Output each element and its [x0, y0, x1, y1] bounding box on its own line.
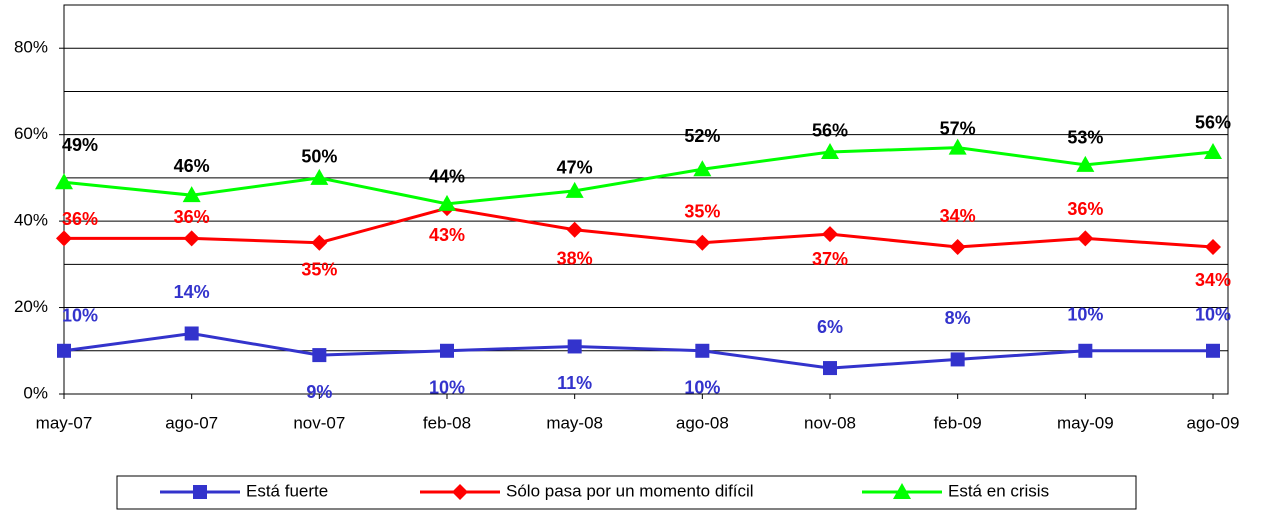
marker [55, 173, 73, 190]
x-tick-label: may-09 [1057, 413, 1114, 432]
x-tick-label: may-08 [546, 413, 603, 432]
marker [452, 484, 468, 500]
data-label: 10% [1067, 305, 1103, 325]
data-label: 43% [429, 225, 465, 245]
marker [183, 230, 200, 247]
marker [57, 343, 71, 358]
marker [950, 352, 965, 367]
marker [948, 138, 967, 155]
data-label: 8% [945, 308, 971, 328]
legend-label: Está fuerte [246, 481, 328, 500]
marker [184, 326, 199, 341]
marker [56, 230, 72, 247]
y-tick-label: 60% [14, 124, 48, 143]
marker [310, 168, 329, 185]
data-label: 10% [429, 378, 465, 398]
y-tick-label: 20% [14, 297, 48, 316]
data-label: 53% [1067, 128, 1103, 148]
data-label: 35% [684, 201, 720, 221]
data-label: 34% [940, 206, 976, 226]
x-tick-label: ago-07 [165, 413, 218, 432]
data-label: 57% [940, 118, 976, 138]
x-tick-label: ago-08 [676, 413, 729, 432]
data-label: 56% [812, 121, 848, 141]
marker [566, 221, 583, 238]
marker [949, 239, 966, 256]
data-label: 10% [684, 378, 720, 398]
marker [1077, 230, 1094, 247]
plot-frame [63, 4, 1229, 395]
data-label: 52% [684, 126, 720, 146]
x-tick-label: feb-09 [934, 413, 982, 432]
series: 36% 36% 35% 43% 38% 35% 37% 34% 36% 34% [56, 199, 1231, 290]
marker [567, 339, 582, 354]
data-label: 6% [817, 317, 843, 337]
marker [693, 160, 712, 177]
data-label: 56% [1195, 113, 1231, 133]
marker [694, 234, 711, 251]
data-label: 36% [1067, 199, 1103, 219]
marker [438, 194, 456, 211]
data-label: 38% [557, 249, 593, 269]
marker [821, 142, 839, 159]
y-tick-label: 80% [14, 38, 48, 57]
x-tick-label: nov-07 [293, 413, 345, 432]
data-label: 47% [557, 158, 593, 178]
legend-label: Sólo pasa por un momento difícil [506, 481, 754, 500]
series-line [63, 331, 1213, 370]
legend-box [116, 475, 1137, 510]
series-line [64, 206, 1214, 249]
marker [311, 234, 328, 251]
series: 10% 14% 9% 10% 11% 10% 6% 8% 10% 10% [57, 282, 1231, 402]
marker [312, 348, 327, 363]
marker [893, 483, 911, 499]
series-line [63, 146, 1214, 206]
series: 49% 46% 50% 44% 47% 52% 56% 57% 53% 56% [55, 113, 1231, 211]
x-tick-label: may-07 [36, 413, 93, 432]
marker [1206, 343, 1220, 358]
data-label: 11% [557, 373, 592, 393]
data-label: 14% [174, 282, 210, 302]
marker [1205, 239, 1221, 256]
data-label: 10% [1195, 305, 1231, 325]
legend-label: Está en crisis [948, 481, 1049, 500]
data-label: 10% [62, 306, 98, 326]
y-tick-label: 0% [23, 383, 48, 402]
data-label: 37% [812, 249, 848, 269]
data-label: 34% [1195, 270, 1231, 290]
marker [440, 343, 454, 358]
data-label: 36% [174, 207, 210, 227]
x-tick-label: ago-09 [1187, 413, 1240, 432]
marker [1078, 343, 1093, 358]
marker [1076, 155, 1095, 172]
marker [822, 226, 838, 243]
marker [182, 186, 201, 203]
marker [193, 485, 207, 499]
data-label: 44% [429, 167, 465, 187]
y-tick-label: 40% [14, 211, 48, 230]
data-label: 36% [62, 209, 98, 229]
data-label: 49% [62, 135, 98, 155]
marker [1204, 142, 1222, 159]
x-tick-label: nov-08 [804, 413, 856, 432]
data-label: 46% [174, 156, 210, 176]
marker [695, 343, 710, 358]
marker [565, 181, 584, 198]
data-label: 50% [301, 147, 337, 167]
x-tick-label: feb-08 [423, 413, 471, 432]
data-label: 35% [301, 259, 337, 279]
marker [823, 361, 837, 376]
data-label: 9% [306, 382, 332, 402]
